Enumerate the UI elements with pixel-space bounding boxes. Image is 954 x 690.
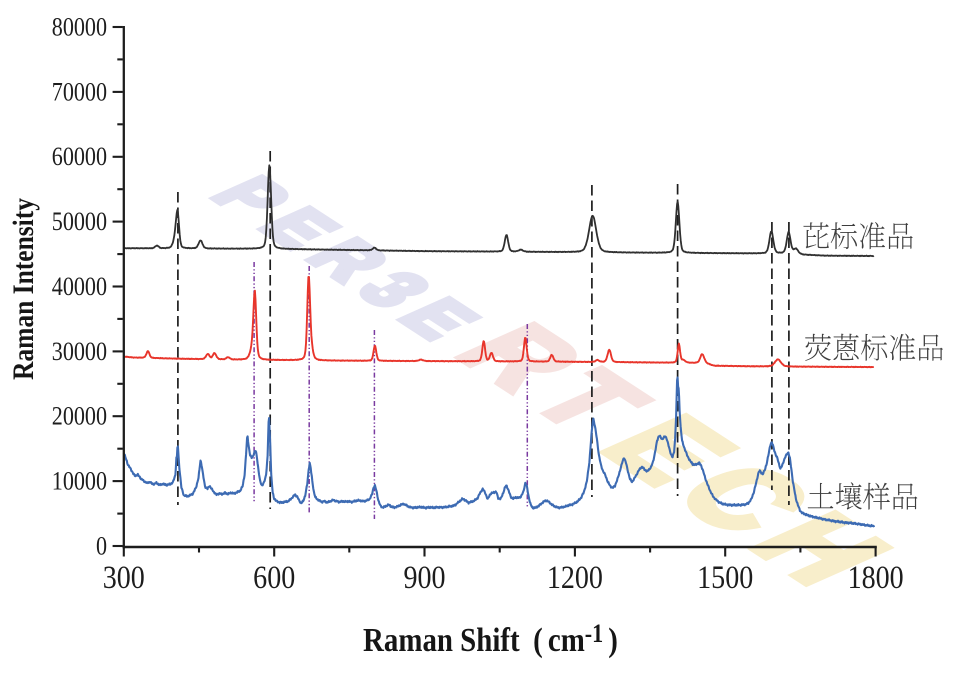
- svg-text:1800: 1800: [848, 559, 904, 596]
- svg-text:0: 0: [96, 533, 107, 561]
- svg-text:70000: 70000: [52, 79, 107, 107]
- svg-text:30000: 30000: [52, 338, 107, 366]
- svg-text:10000: 10000: [52, 468, 107, 496]
- svg-text:Raman Shift(cm-1): Raman Shift(cm-1): [363, 620, 618, 658]
- svg-text:1500: 1500: [697, 559, 753, 596]
- svg-text:60000: 60000: [52, 144, 107, 172]
- svg-text:1200: 1200: [547, 559, 603, 596]
- svg-text:300: 300: [103, 559, 145, 596]
- svg-text:600: 600: [253, 559, 295, 596]
- svg-text:900: 900: [403, 559, 445, 596]
- svg-text:80000: 80000: [52, 14, 107, 42]
- svg-text:50000: 50000: [52, 208, 107, 236]
- svg-text:20000: 20000: [52, 403, 107, 431]
- svg-text:40000: 40000: [52, 273, 107, 301]
- svg-text:Raman Intensity: Raman Intensity: [7, 198, 40, 380]
